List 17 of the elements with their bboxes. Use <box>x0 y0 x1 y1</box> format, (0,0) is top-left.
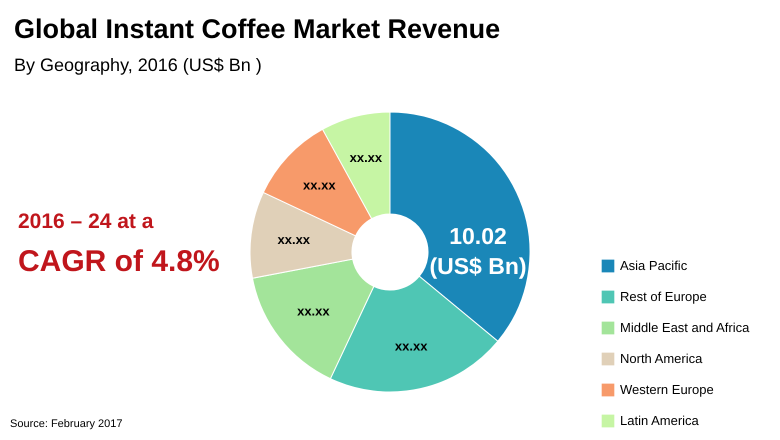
legend-label: Middle East and Africa <box>620 320 750 335</box>
chart-subtitle: By Geography, 2016 (US$ Bn ) <box>14 55 262 75</box>
data-label: xx.xx <box>394 338 428 354</box>
legend-label: North America <box>620 351 704 366</box>
legend-label: Western Europe <box>620 382 714 397</box>
data-label: xx.xx <box>277 232 311 247</box>
text: CAGR of 4.8% <box>18 245 220 278</box>
text: 2016 – 24 at a <box>18 210 154 233</box>
chart-title: Global Instant Coffee Market Revenue <box>14 14 500 44</box>
legend-label: Asia Pacific <box>620 258 688 273</box>
legend-label: Latin America <box>620 413 700 428</box>
legend-label: Rest of Europe <box>620 289 707 304</box>
source-note: Source: February 2017 <box>10 418 123 430</box>
data-label: xx.xx <box>350 150 383 166</box>
text: 10.02 (US$ Bn) <box>429 223 527 279</box>
data-label: xx.xx <box>297 303 330 318</box>
data-label: xx.xx <box>303 178 336 193</box>
